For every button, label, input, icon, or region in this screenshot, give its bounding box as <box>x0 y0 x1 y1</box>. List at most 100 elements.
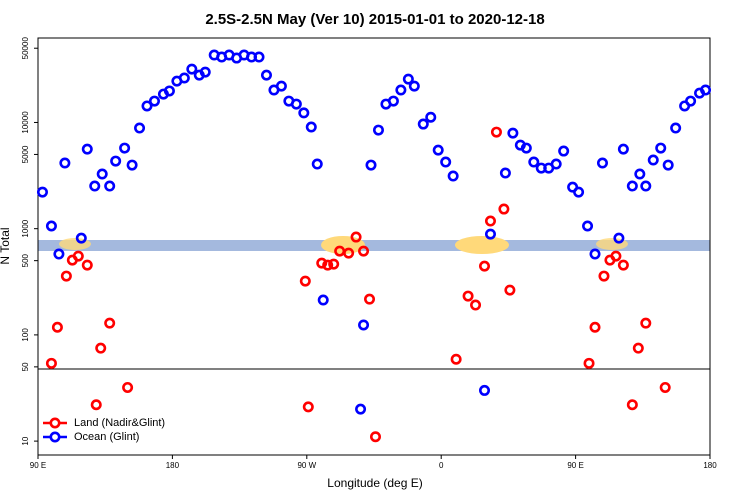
point <box>355 403 367 415</box>
point <box>626 399 638 411</box>
point <box>520 142 532 154</box>
point <box>700 84 712 96</box>
point <box>290 98 302 110</box>
point <box>60 270 72 282</box>
x-tick-label: 90 E <box>567 461 583 470</box>
x-tick-label: 0 <box>439 461 444 470</box>
point <box>364 293 376 305</box>
point <box>440 156 452 168</box>
point <box>96 168 108 180</box>
point <box>462 290 474 302</box>
band <box>38 236 710 254</box>
point <box>484 228 496 240</box>
point <box>589 321 601 333</box>
point <box>498 203 510 215</box>
point <box>617 143 629 155</box>
point <box>122 381 134 393</box>
point <box>45 220 57 232</box>
legend-label: Land (Nadir&Glint) <box>74 417 165 429</box>
point <box>104 180 116 192</box>
point <box>372 124 384 136</box>
point <box>490 126 502 138</box>
point <box>662 159 674 171</box>
point <box>305 121 317 133</box>
point <box>90 399 102 411</box>
point <box>302 401 314 413</box>
point <box>450 353 462 365</box>
point <box>343 247 355 259</box>
point <box>655 142 667 154</box>
point <box>199 66 211 78</box>
y-tick-label: 5000 <box>21 145 30 163</box>
point <box>75 232 87 244</box>
point <box>141 100 153 112</box>
point <box>626 180 638 192</box>
point <box>126 159 138 171</box>
point <box>104 317 116 329</box>
point <box>640 180 652 192</box>
point <box>163 85 175 97</box>
point <box>408 80 420 92</box>
point <box>573 186 585 198</box>
point <box>317 294 329 306</box>
point <box>632 342 644 354</box>
point <box>640 317 652 329</box>
point <box>53 248 65 260</box>
point <box>316 257 328 269</box>
point <box>425 111 437 123</box>
chart-title: 2.5S-2.5N May (Ver 10) 2015-01-01 to 202… <box>205 11 544 28</box>
point <box>36 186 48 198</box>
point <box>89 180 101 192</box>
point <box>275 80 287 92</box>
point <box>484 215 496 227</box>
point <box>596 157 608 169</box>
point <box>81 143 93 155</box>
point <box>387 95 399 107</box>
point <box>558 145 570 157</box>
point <box>365 159 377 171</box>
point <box>110 155 122 167</box>
point <box>119 142 131 154</box>
point <box>447 170 459 182</box>
point <box>72 250 84 262</box>
point <box>395 84 407 96</box>
point <box>610 250 622 262</box>
y-tick-label: 50000 <box>21 37 30 60</box>
point <box>598 270 610 282</box>
point <box>45 357 57 369</box>
band-blob <box>455 236 509 254</box>
point <box>322 259 334 271</box>
point <box>583 357 595 369</box>
point <box>528 156 540 168</box>
point <box>358 245 370 257</box>
point <box>634 168 646 180</box>
point <box>358 319 370 331</box>
legend-marker <box>49 417 61 429</box>
point <box>81 259 93 271</box>
y-tick-label: 10000 <box>21 111 30 134</box>
x-axis-label: Longitude (deg E) <box>327 476 422 490</box>
point <box>298 107 310 119</box>
y-axis-label: N Total <box>0 227 12 264</box>
point <box>550 158 562 170</box>
y-tick-label: 500 <box>21 253 30 267</box>
point <box>328 258 340 270</box>
point <box>479 260 491 272</box>
point <box>589 248 601 260</box>
point <box>659 381 671 393</box>
point <box>178 72 190 84</box>
point <box>432 144 444 156</box>
point <box>647 154 659 166</box>
point <box>470 299 482 311</box>
x-tick-label: 90 W <box>297 461 316 470</box>
y-tick-label: 50 <box>21 362 30 371</box>
point <box>582 220 594 232</box>
y-tick-label: 100 <box>21 328 30 342</box>
point <box>311 158 323 170</box>
point <box>95 342 107 354</box>
point <box>417 118 429 130</box>
y-tick-label: 1000 <box>21 219 30 237</box>
point <box>299 275 311 287</box>
